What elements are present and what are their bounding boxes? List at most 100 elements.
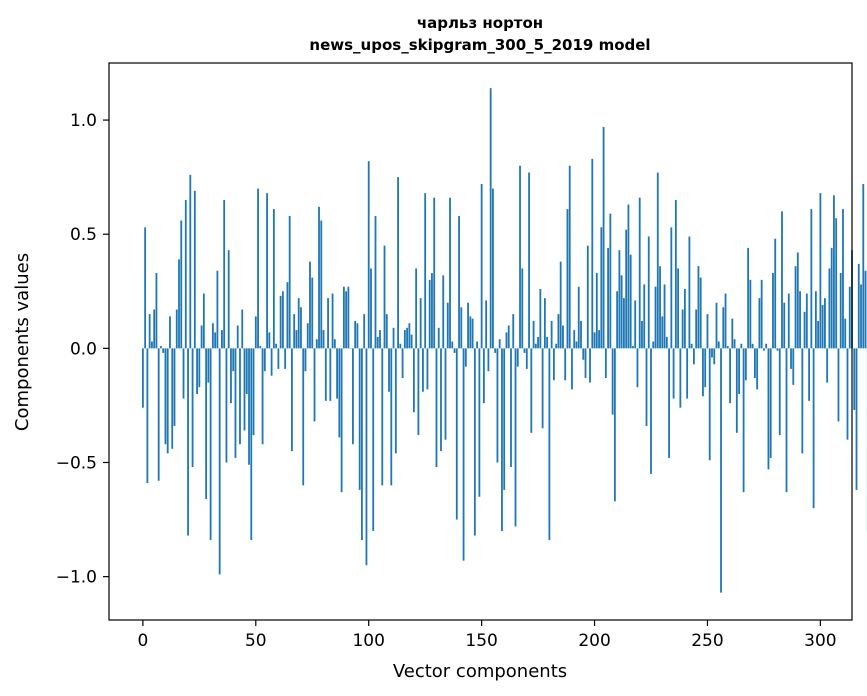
bar bbox=[178, 259, 180, 349]
bar bbox=[711, 348, 713, 358]
bar bbox=[749, 279, 752, 349]
bar bbox=[704, 348, 707, 388]
bar bbox=[679, 348, 682, 408]
bar bbox=[480, 183, 483, 349]
y-tick-label: −0.5 bbox=[56, 453, 97, 473]
bar bbox=[311, 277, 314, 349]
bar bbox=[250, 348, 253, 541]
bar bbox=[392, 327, 395, 349]
bar bbox=[643, 284, 646, 349]
bar bbox=[390, 348, 393, 486]
bar bbox=[627, 204, 630, 349]
bar bbox=[381, 348, 384, 486]
bar bbox=[647, 236, 650, 349]
bar bbox=[645, 348, 648, 426]
bar bbox=[787, 293, 790, 349]
bar bbox=[331, 293, 334, 349]
bar bbox=[169, 316, 171, 349]
bar bbox=[401, 348, 404, 379]
bar bbox=[370, 268, 372, 349]
bar bbox=[157, 348, 160, 481]
bar bbox=[620, 275, 623, 349]
bar bbox=[532, 320, 535, 349]
bar bbox=[426, 348, 429, 390]
bar bbox=[394, 348, 397, 454]
x-tick-label: 300 bbox=[804, 631, 836, 651]
bar bbox=[715, 302, 718, 349]
bar bbox=[814, 291, 817, 349]
bar bbox=[469, 316, 472, 349]
bar bbox=[196, 348, 198, 395]
bar bbox=[636, 348, 639, 388]
bar bbox=[652, 341, 655, 349]
bar bbox=[857, 263, 860, 349]
bar bbox=[523, 348, 526, 353]
bar bbox=[819, 193, 822, 349]
bar bbox=[512, 314, 515, 349]
bar bbox=[431, 273, 433, 349]
bar bbox=[765, 343, 768, 349]
bar bbox=[313, 348, 316, 422]
x-tick-label: 50 bbox=[245, 631, 267, 651]
bar bbox=[613, 348, 616, 502]
bar bbox=[160, 346, 162, 349]
bar bbox=[164, 348, 167, 445]
bar bbox=[259, 346, 262, 349]
bar bbox=[720, 348, 722, 593]
bar bbox=[706, 314, 709, 349]
bar bbox=[379, 330, 381, 349]
bar bbox=[324, 348, 327, 401]
bar bbox=[408, 323, 411, 349]
bar bbox=[277, 348, 280, 369]
bar bbox=[516, 348, 519, 367]
bar bbox=[270, 348, 273, 376]
bar bbox=[672, 348, 675, 399]
bar bbox=[602, 126, 605, 349]
bar bbox=[598, 330, 600, 349]
bar bbox=[268, 332, 271, 349]
bar bbox=[230, 348, 232, 404]
x-tick-label: 0 bbox=[137, 631, 148, 651]
bar bbox=[600, 227, 603, 349]
bar bbox=[442, 275, 445, 349]
bar bbox=[604, 348, 607, 379]
plot-frame bbox=[108, 62, 853, 621]
bar bbox=[403, 330, 406, 349]
bar bbox=[412, 348, 415, 413]
bar bbox=[634, 300, 637, 349]
bar bbox=[702, 348, 704, 397]
bar bbox=[796, 252, 799, 349]
bar bbox=[541, 348, 544, 429]
bar bbox=[812, 348, 815, 509]
bar bbox=[826, 348, 829, 383]
bar bbox=[591, 158, 594, 349]
bar bbox=[254, 316, 257, 349]
bar bbox=[162, 348, 165, 353]
bar bbox=[216, 270, 219, 349]
bar bbox=[399, 343, 402, 349]
bar bbox=[383, 245, 386, 349]
bar bbox=[372, 348, 375, 531]
bar bbox=[363, 314, 366, 349]
bar bbox=[632, 346, 634, 349]
bar bbox=[659, 266, 661, 349]
bar bbox=[406, 327, 409, 349]
bar bbox=[446, 302, 449, 349]
bar bbox=[232, 348, 235, 372]
bar bbox=[618, 250, 621, 349]
bar bbox=[236, 325, 239, 349]
bar bbox=[763, 348, 765, 351]
bar bbox=[638, 197, 641, 349]
bar bbox=[422, 348, 424, 392]
bar bbox=[227, 250, 230, 349]
bar bbox=[783, 302, 786, 349]
bar bbox=[225, 348, 228, 463]
bar bbox=[284, 348, 287, 369]
bar bbox=[141, 348, 144, 408]
bar bbox=[451, 341, 454, 349]
bar bbox=[153, 309, 156, 349]
bar bbox=[376, 336, 379, 349]
bar bbox=[419, 298, 422, 349]
bar bbox=[568, 165, 571, 349]
bar-series bbox=[141, 88, 867, 593]
